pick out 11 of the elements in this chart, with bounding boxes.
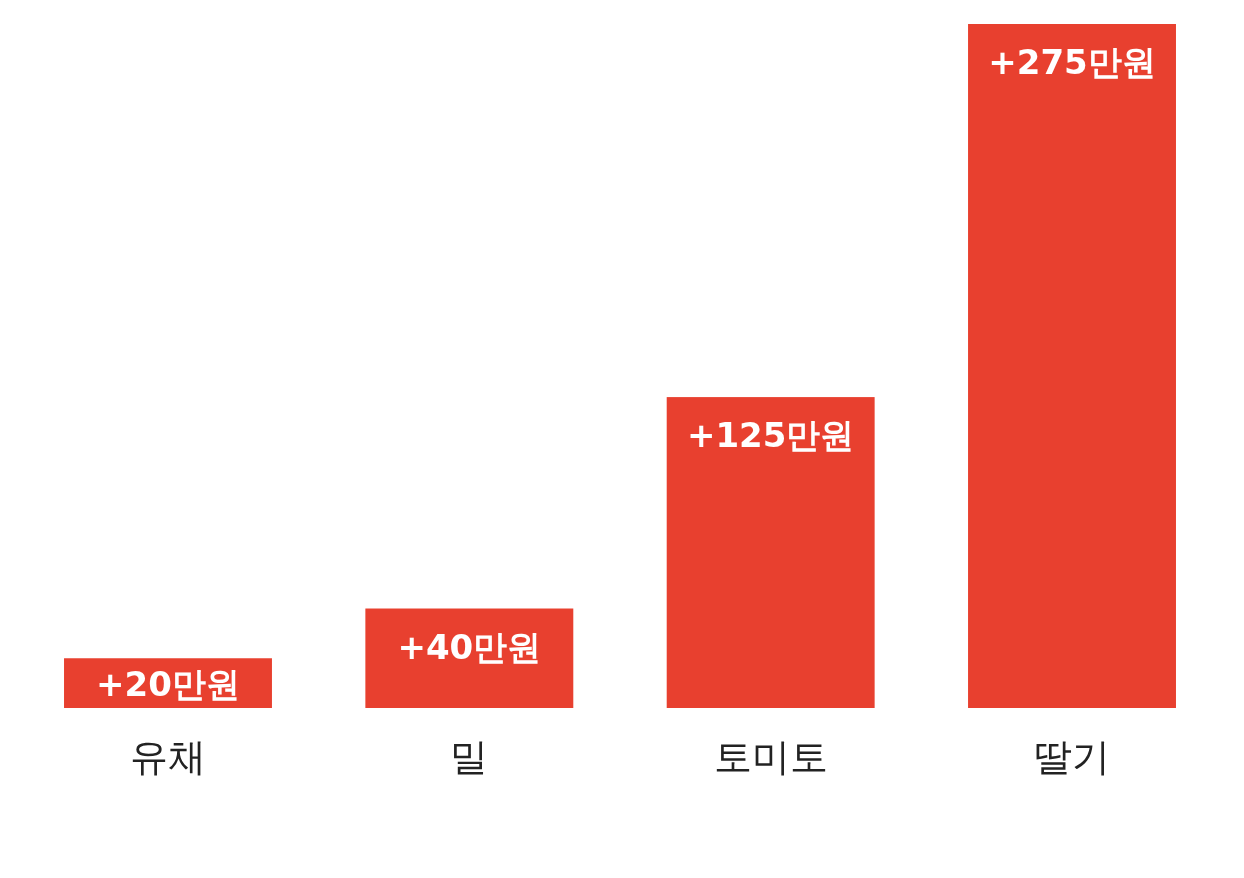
x-tick-label: 딸기 bbox=[1034, 735, 1111, 779]
data-label: +125만원 bbox=[686, 415, 855, 456]
bar bbox=[666, 397, 875, 708]
data-label: +20만원 bbox=[96, 664, 240, 705]
bar bbox=[365, 608, 574, 708]
x-tick-label: 토미토 bbox=[713, 735, 828, 779]
data-label: +275만원 bbox=[988, 42, 1156, 82]
x-tick-label: 유채 bbox=[129, 735, 206, 779]
data-label: +40만원 bbox=[397, 626, 542, 667]
bar bbox=[968, 24, 1176, 708]
x-tick-label: 밀 bbox=[450, 735, 489, 779]
